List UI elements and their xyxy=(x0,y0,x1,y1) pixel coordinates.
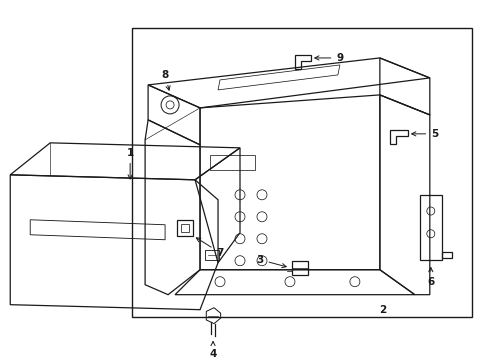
Text: 1: 1 xyxy=(126,148,134,179)
Text: 5: 5 xyxy=(412,129,439,139)
Text: 2: 2 xyxy=(379,305,387,315)
Bar xyxy=(181,224,189,232)
Bar xyxy=(420,195,442,260)
Text: 4: 4 xyxy=(209,342,217,359)
Text: 7: 7 xyxy=(196,238,224,258)
Text: 8: 8 xyxy=(162,70,170,90)
Text: 9: 9 xyxy=(315,53,343,63)
Bar xyxy=(132,28,472,317)
Text: 3: 3 xyxy=(256,255,286,268)
Bar xyxy=(292,261,308,275)
Text: 6: 6 xyxy=(427,267,435,287)
Bar xyxy=(205,250,219,260)
Bar xyxy=(177,220,193,236)
